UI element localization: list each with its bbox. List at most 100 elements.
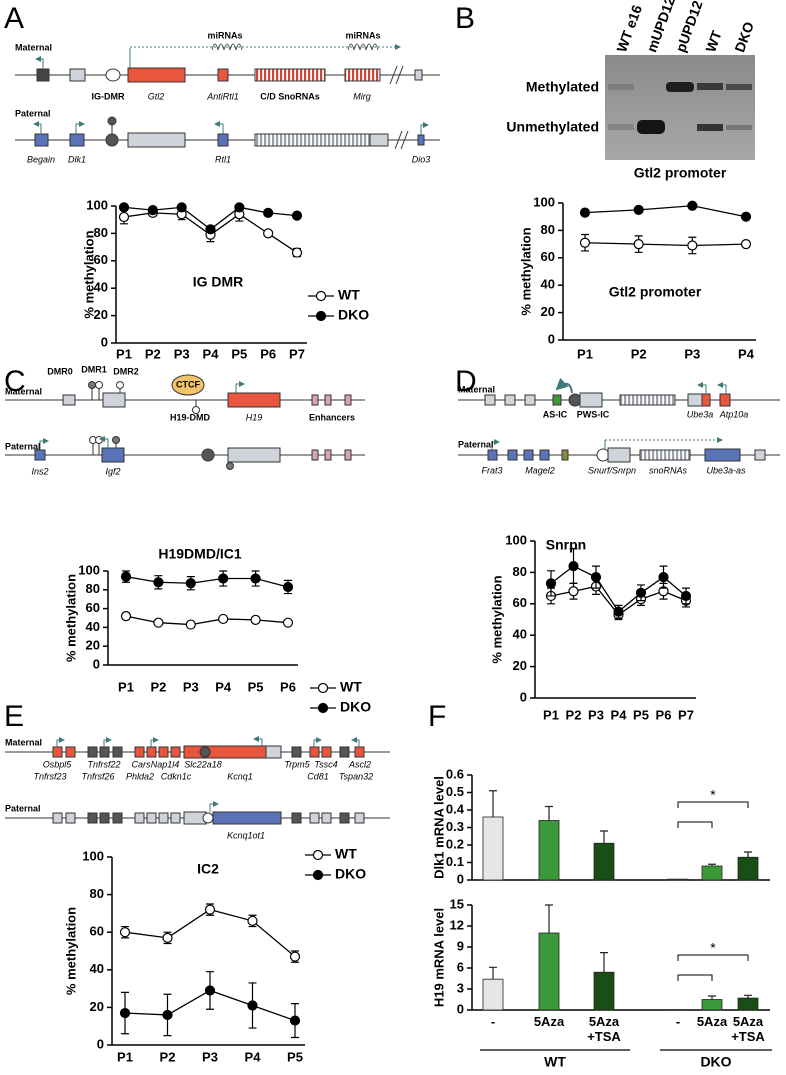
diagram-e (5, 736, 390, 825)
diagram-shape (171, 374, 205, 396)
y-axis-label: % methylation (63, 907, 78, 995)
diagram-shape (226, 462, 234, 470)
diagram-c (5, 374, 365, 470)
diagram-shape (608, 84, 634, 90)
y-axis-label: % methylation (518, 227, 533, 315)
diagram-shape (103, 737, 112, 747)
diagram-shape (484, 394, 496, 406)
diagram-shape (69, 133, 85, 147)
diagram-shape (321, 746, 332, 758)
diagram-shape (183, 745, 267, 759)
y-tick-label: 0.5 (446, 784, 464, 799)
x-tick-label: P1 (543, 707, 559, 722)
group-label: WT (544, 1054, 566, 1070)
panel-label: B (455, 2, 475, 35)
gene-label: H19 (246, 412, 263, 422)
y-tick-label: 60 (90, 924, 104, 939)
diagram-shape (201, 448, 215, 462)
y-tick-label: 80 (513, 564, 527, 579)
x-tick-label: P5 (287, 1049, 303, 1064)
diagram-shape (354, 812, 365, 824)
diagram-shape (99, 746, 110, 758)
x-tick-label: P2 (145, 346, 161, 361)
data-point (204, 904, 216, 915)
legend-label: WT (335, 846, 357, 862)
x-tick-label: P7 (678, 707, 694, 722)
diagram-shape (87, 746, 98, 758)
data-point (119, 1007, 131, 1019)
diagram-shape (212, 811, 282, 825)
diagram-shape (324, 449, 332, 461)
allele-label: Paternal (5, 441, 41, 451)
diagram-shape (35, 56, 44, 69)
diagram-shape (395, 65, 404, 85)
data-point (247, 1000, 258, 1011)
x-tick-label: P3 (684, 346, 700, 361)
allele-label: Maternal (5, 737, 42, 747)
x-tick-label: 5Aza +TSA (587, 1014, 621, 1044)
x-tick-label: P5 (248, 679, 264, 694)
group-label: DKO (700, 1054, 731, 1070)
diagram-shape (235, 381, 245, 393)
gene-label: Dio3 (412, 154, 431, 164)
diagram-shape (112, 436, 120, 444)
data-point (590, 572, 602, 583)
diagram-shape (608, 124, 634, 130)
diagram-shape (65, 812, 76, 824)
data-point (185, 619, 196, 630)
panel-label: F (428, 700, 446, 733)
chart-title: H19DMD/IC1 (158, 546, 241, 562)
diagram-shape (400, 130, 409, 150)
y-tick-label: 60 (513, 595, 527, 610)
data-point (204, 985, 216, 996)
band-label: Unmethylated (506, 119, 599, 135)
series-line (584, 205, 747, 218)
diagram-shape (369, 133, 389, 147)
bar (482, 816, 504, 881)
gene-label: PWS-IC (577, 409, 610, 419)
data-point (234, 202, 245, 213)
dmr-label: DMR1 (81, 364, 107, 374)
diagram-shape (523, 449, 534, 461)
diagram-shape (311, 394, 319, 406)
chart-title: IC2 (197, 861, 219, 877)
y-axis-label: H19 mRNA level (431, 908, 446, 1007)
legend-marker (312, 869, 324, 881)
diagram-shape (321, 812, 332, 824)
diagram-shape (34, 449, 46, 461)
gene-label: Enhancers (309, 412, 355, 422)
x-tick-label: P5 (633, 707, 649, 722)
y-tick-label: 40 (90, 961, 104, 976)
data-point (633, 239, 644, 250)
y-tick-label: 0 (520, 689, 527, 704)
gene-label: Mirg (353, 91, 371, 101)
diagram-shape (202, 812, 214, 824)
gene-label: Trpm5 (284, 759, 310, 769)
y-tick-label: 0.2 (446, 836, 464, 851)
diagram-shape (158, 812, 169, 824)
legend-label: WT (338, 287, 360, 303)
diagram-shape (351, 737, 360, 747)
error-bar (489, 790, 497, 817)
allele-label: Maternal (15, 42, 52, 52)
y-tick-label: 0 (457, 871, 464, 886)
diagram-shape (211, 43, 243, 51)
gene-label: Kcnq1ot1 (227, 830, 265, 840)
significance-bracket (677, 974, 713, 981)
diagram-shape (52, 812, 63, 824)
data-point (118, 202, 130, 213)
y-axis-label: % methylation (63, 574, 78, 662)
y-tick-label: 0.1 (446, 854, 464, 869)
gene-label: H19-DMD (170, 412, 211, 422)
diagram-shape (504, 394, 516, 406)
diagram-shape (666, 82, 694, 92)
diagram-shape (339, 746, 350, 758)
y-tick-label: 100 (505, 532, 527, 547)
diagram-shape (354, 746, 365, 758)
x-tick-label: P4 (203, 346, 220, 361)
data-point (568, 561, 579, 572)
allele-label: Paternal (458, 439, 494, 449)
y-tick-label: 12 (450, 917, 464, 932)
y-tick-label: 20 (86, 638, 100, 653)
panel-label: E (4, 700, 24, 733)
